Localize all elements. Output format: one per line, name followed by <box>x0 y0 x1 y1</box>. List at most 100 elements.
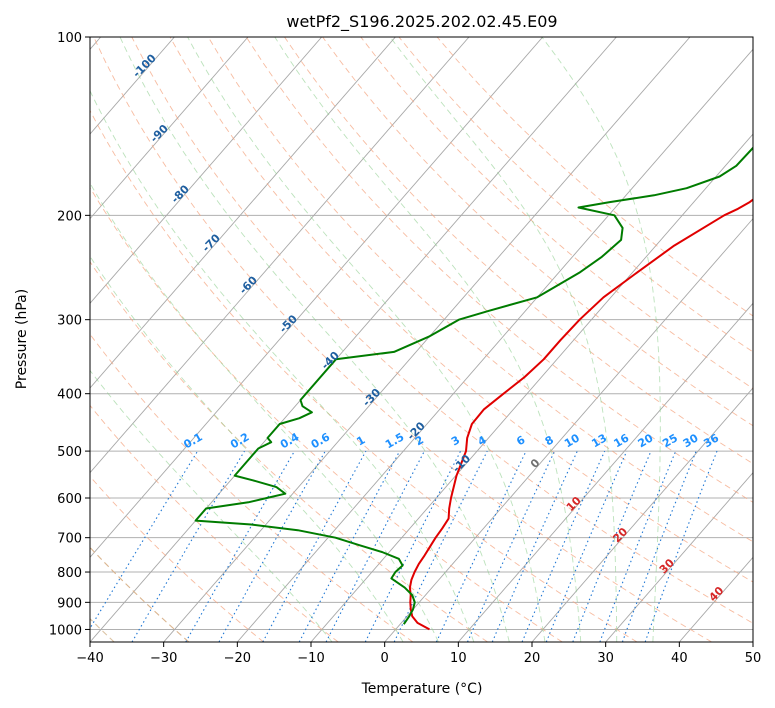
isotherm-line <box>163 37 691 642</box>
isotherm-label: -50 <box>277 312 300 335</box>
y-tick-label: 1000 <box>49 623 82 638</box>
isotherm-line <box>605 471 753 642</box>
moist-adiabat <box>119 37 510 642</box>
isotherm-label: -80 <box>169 182 192 205</box>
dry-adiabat <box>90 109 638 642</box>
moist-adiabat <box>90 89 475 642</box>
temperature-profile <box>408 198 753 631</box>
mixing-ratio-line <box>599 450 677 642</box>
y-tick-label: 900 <box>57 596 82 611</box>
x-tick-label: 20 <box>524 651 541 666</box>
isotherm-line <box>678 556 753 642</box>
isotherm-label: 10 <box>564 494 584 514</box>
isotherm-line <box>90 37 396 389</box>
dry-adiabat <box>90 404 339 642</box>
isotherm-label: -100 <box>130 51 159 80</box>
dry-adiabat <box>90 333 414 642</box>
chart-title: wetPf2_S196.2025.202.02.45.E09 <box>286 12 557 32</box>
mixing-ratio-line <box>90 450 199 630</box>
isotherm-line <box>90 37 617 642</box>
isotherm-label: 30 <box>657 556 677 576</box>
isotherm-label: -20 <box>405 419 428 442</box>
mixing-ratio-label: 30 <box>681 431 701 450</box>
dry-adiabat <box>93 37 712 642</box>
mixing-ratio-line <box>298 450 401 642</box>
dewpoint-profile <box>194 146 753 625</box>
moist-adiabat <box>187 37 546 642</box>
y-tick-label: 800 <box>57 566 82 581</box>
mixing-ratio-label: 0.4 <box>278 430 302 451</box>
x-tick-label: −40 <box>76 651 103 666</box>
isotherm-label: -10 <box>450 452 473 475</box>
isotherm-label: 20 <box>610 525 630 545</box>
mixing-ratio-label: 6 <box>514 433 527 448</box>
plot-area <box>90 37 753 642</box>
mixing-ratio-line <box>393 450 488 642</box>
dry-adiabat <box>90 186 563 642</box>
mixing-ratio-label: 25 <box>660 431 680 450</box>
isotherm-line <box>90 37 249 220</box>
moist-adiabat <box>274 37 582 642</box>
mixing-ratio-label: 1.5 <box>383 430 406 451</box>
isotherm-label: -30 <box>360 386 383 409</box>
isotherm-line <box>90 37 323 304</box>
isotherm-label: -70 <box>200 231 223 254</box>
moist-adiabat <box>90 369 333 642</box>
y-tick-label: 500 <box>57 445 82 460</box>
moist-adiabat <box>90 182 439 642</box>
dry-adiabat <box>90 475 264 642</box>
dry-adiabat <box>436 37 753 317</box>
mixing-ratio-label: 0.6 <box>309 430 333 451</box>
mixing-ratio-line <box>262 450 367 642</box>
dry-adiabat <box>398 37 753 353</box>
x-tick-label: 0 <box>381 651 389 666</box>
mixing-ratio-line <box>644 450 718 642</box>
plot-frame <box>89 36 754 643</box>
mixing-ratio-line <box>131 450 245 642</box>
x-tick-label: −20 <box>224 651 251 666</box>
y-tick-label: 700 <box>57 532 82 547</box>
y-axis: 100 200 300 400 500 600 700 800 900 1000 <box>49 31 90 638</box>
mixing-ratio-line <box>435 450 527 642</box>
isotherm-line <box>457 302 753 642</box>
y-tick-label: 200 <box>57 209 82 224</box>
mixing-ratio-line <box>491 450 578 642</box>
mixing-ratio-label: 36 <box>701 431 721 450</box>
x-tick-label: −30 <box>150 651 177 666</box>
isotherm-label: -60 <box>237 273 260 296</box>
isotherm-line <box>752 641 753 642</box>
isotherm-line <box>90 37 470 474</box>
y-axis-label: Pressure (hPa) <box>14 289 30 389</box>
mixing-ratio-line <box>466 450 556 642</box>
mixing-ratio-label: 16 <box>611 431 631 450</box>
mixing-ratio-label: 13 <box>589 431 609 450</box>
x-tick-label: 30 <box>597 651 614 666</box>
isotherm-line <box>531 387 753 642</box>
isotherm-label: -40 <box>319 349 342 372</box>
moist-adiabat <box>541 37 661 642</box>
isotherm-label: 40 <box>706 584 726 604</box>
mixing-ratio-label: 1 <box>354 433 367 448</box>
x-tick-label: −10 <box>297 651 324 666</box>
mixing-ratio-line <box>621 450 697 642</box>
mixing-ratio-label: 3 <box>449 433 462 448</box>
dry-adiabat <box>90 261 488 642</box>
mixing-ratio-line <box>218 450 326 642</box>
dry-adiabat <box>207 37 753 543</box>
y-tick-label: 600 <box>57 492 82 507</box>
isotherm-line <box>384 217 753 642</box>
mixing-ratio-line <box>572 450 652 642</box>
y-tick-label: 400 <box>57 388 82 403</box>
y-tick-label: 300 <box>57 314 82 329</box>
dry-adiabat <box>169 37 753 583</box>
isotherm-label: -90 <box>148 122 171 145</box>
y-tick-label: 100 <box>57 31 82 46</box>
isotherm-line <box>236 48 753 642</box>
x-axis: −40 −30 −20 −10 0 10 20 30 40 50 <box>76 642 761 666</box>
x-tick-label: 50 <box>745 651 762 666</box>
x-tick-label: 10 <box>450 651 467 666</box>
isotherm-line <box>90 37 544 558</box>
dry-adiabat <box>90 546 190 642</box>
dry-adiabat <box>131 37 753 624</box>
